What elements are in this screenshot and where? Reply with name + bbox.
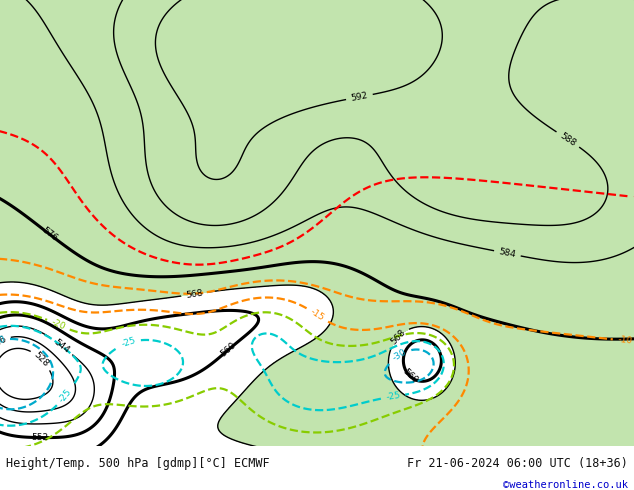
Text: 568: 568: [389, 328, 407, 346]
Text: 544: 544: [52, 337, 71, 355]
Text: 536: 536: [0, 335, 8, 351]
Text: -30: -30: [391, 347, 408, 363]
Text: -30: -30: [0, 335, 6, 347]
Text: ©weatheronline.co.uk: ©weatheronline.co.uk: [503, 480, 628, 490]
Text: Height/Temp. 500 hPa [gdmp][°C] ECMWF: Height/Temp. 500 hPa [gdmp][°C] ECMWF: [6, 457, 270, 470]
Text: 584: 584: [498, 247, 517, 259]
Text: -10: -10: [618, 336, 633, 346]
Text: -20: -20: [50, 318, 67, 332]
Text: -5: -5: [632, 192, 634, 202]
Text: 528: 528: [32, 350, 51, 369]
Text: 568: 568: [185, 288, 204, 300]
Text: 592: 592: [350, 91, 368, 103]
Text: 576: 576: [40, 225, 59, 243]
Text: -25: -25: [57, 388, 74, 405]
Text: 552: 552: [31, 433, 48, 442]
Text: -25: -25: [120, 336, 137, 349]
Text: 588: 588: [559, 131, 578, 148]
Text: Fr 21-06-2024 06:00 UTC (18+36): Fr 21-06-2024 06:00 UTC (18+36): [407, 457, 628, 470]
Text: 560: 560: [401, 367, 419, 385]
Text: 560: 560: [219, 341, 238, 359]
Text: -15: -15: [309, 307, 327, 323]
Text: -25: -25: [385, 391, 401, 402]
